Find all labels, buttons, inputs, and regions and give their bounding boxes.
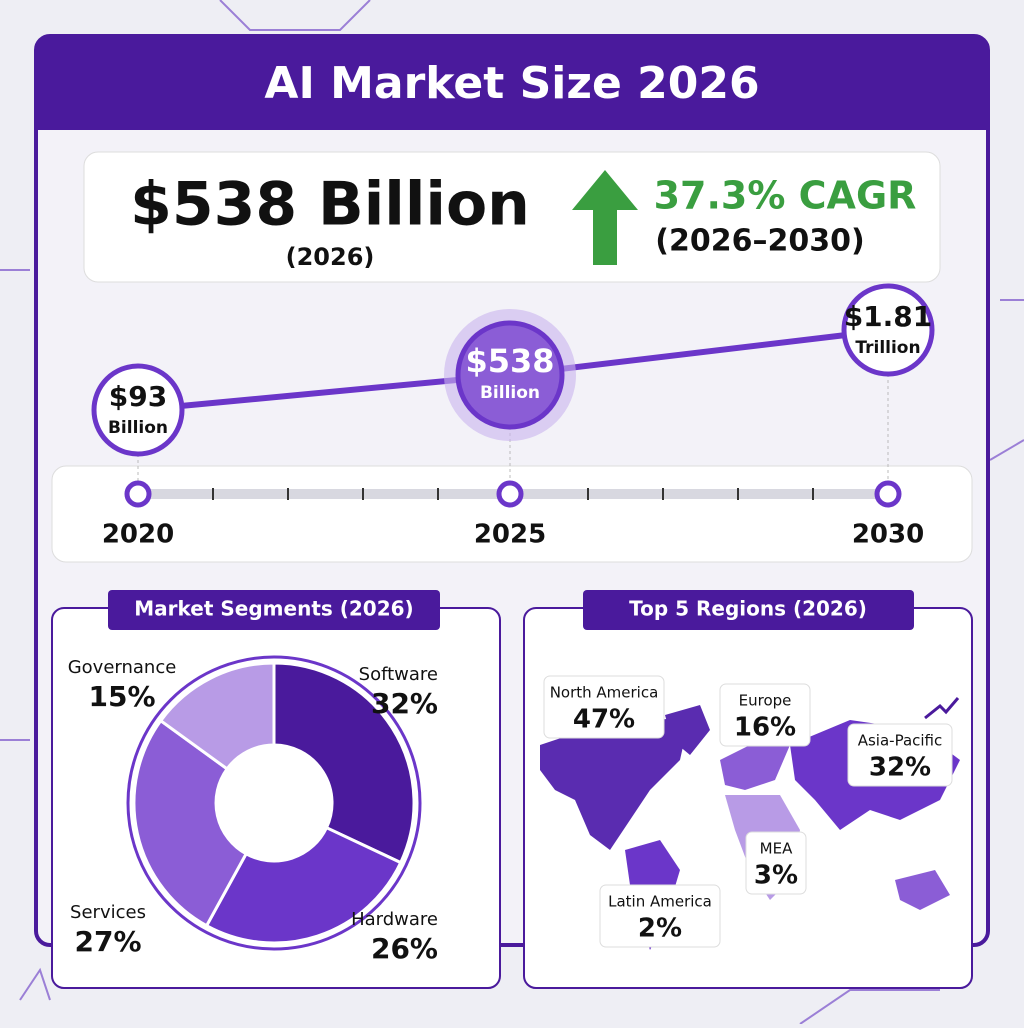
regions-pill	[583, 590, 914, 630]
region-name: Asia-Pacific	[858, 732, 943, 750]
trend-icon	[924, 697, 960, 720]
milestone-unit: Billion	[108, 418, 168, 438]
segment-name: Services	[70, 902, 146, 923]
timeline: $93 Billion 2020 $538 Billion 2025 $1.81 Trilli…	[91, 283, 935, 550]
region-card	[599, 884, 721, 948]
growth-arrow	[572, 170, 638, 265]
milestone	[841, 283, 935, 377]
milestone-value: $1.81	[844, 300, 933, 333]
headline-card	[83, 151, 941, 283]
segment-value: 15%	[88, 680, 155, 713]
headline-growth: 37.3% CAGR	[654, 174, 917, 218]
region-card	[847, 723, 953, 787]
segment-name: Governance	[68, 657, 177, 678]
pie-rim	[126, 655, 422, 951]
region-labels: North America 47% Europe 16% Asia-Pacific 32%…	[543, 675, 953, 948]
region-share: 2%	[638, 914, 682, 944]
milestone-value: $93	[109, 380, 167, 413]
pie-slice	[204, 825, 403, 945]
segment-value: 27%	[74, 925, 141, 958]
year-label: 2020	[102, 520, 174, 550]
pie-slice	[132, 718, 249, 928]
region-name: Europe	[739, 692, 792, 710]
segments-title: Market Segments (2026)	[134, 597, 413, 621]
region-card	[719, 683, 811, 747]
region-share: 3%	[754, 861, 798, 891]
year-label: 2025	[474, 520, 546, 550]
region-name: MEA	[760, 840, 793, 858]
headline-year: (2026)	[286, 243, 375, 271]
milestone-unit: Billion	[480, 383, 540, 403]
region-name: Latin America	[608, 893, 712, 911]
milestone	[455, 320, 565, 430]
headline-period: (2026–2030)	[655, 224, 864, 259]
region-share: 47%	[573, 705, 635, 735]
track-dot	[124, 480, 152, 508]
region-name: North America	[550, 684, 659, 702]
pie-slice	[272, 661, 416, 865]
region-card	[543, 675, 665, 739]
pie-slice	[158, 661, 276, 771]
segment-value: 26%	[371, 932, 438, 965]
year-label: 2030	[852, 520, 924, 550]
headline-amount: $538 Billion	[130, 170, 530, 240]
header-band	[36, 36, 988, 130]
track-dot	[496, 480, 524, 508]
track-dot	[874, 480, 902, 508]
milestone-value: $538	[465, 342, 554, 380]
region-share: 32%	[869, 753, 931, 783]
title: AI Market Size 2026	[264, 58, 759, 109]
segment-value: 32%	[371, 687, 438, 720]
region-share: 16%	[734, 713, 796, 743]
segment-name: Hardware	[351, 909, 438, 930]
regions-title: Top 5 Regions (2026)	[629, 597, 867, 621]
segments-pill	[108, 590, 440, 630]
milestone-unit: Trillion	[855, 338, 920, 358]
milestone	[91, 363, 185, 457]
region-card	[745, 831, 807, 895]
segment-name: Software	[359, 664, 438, 685]
